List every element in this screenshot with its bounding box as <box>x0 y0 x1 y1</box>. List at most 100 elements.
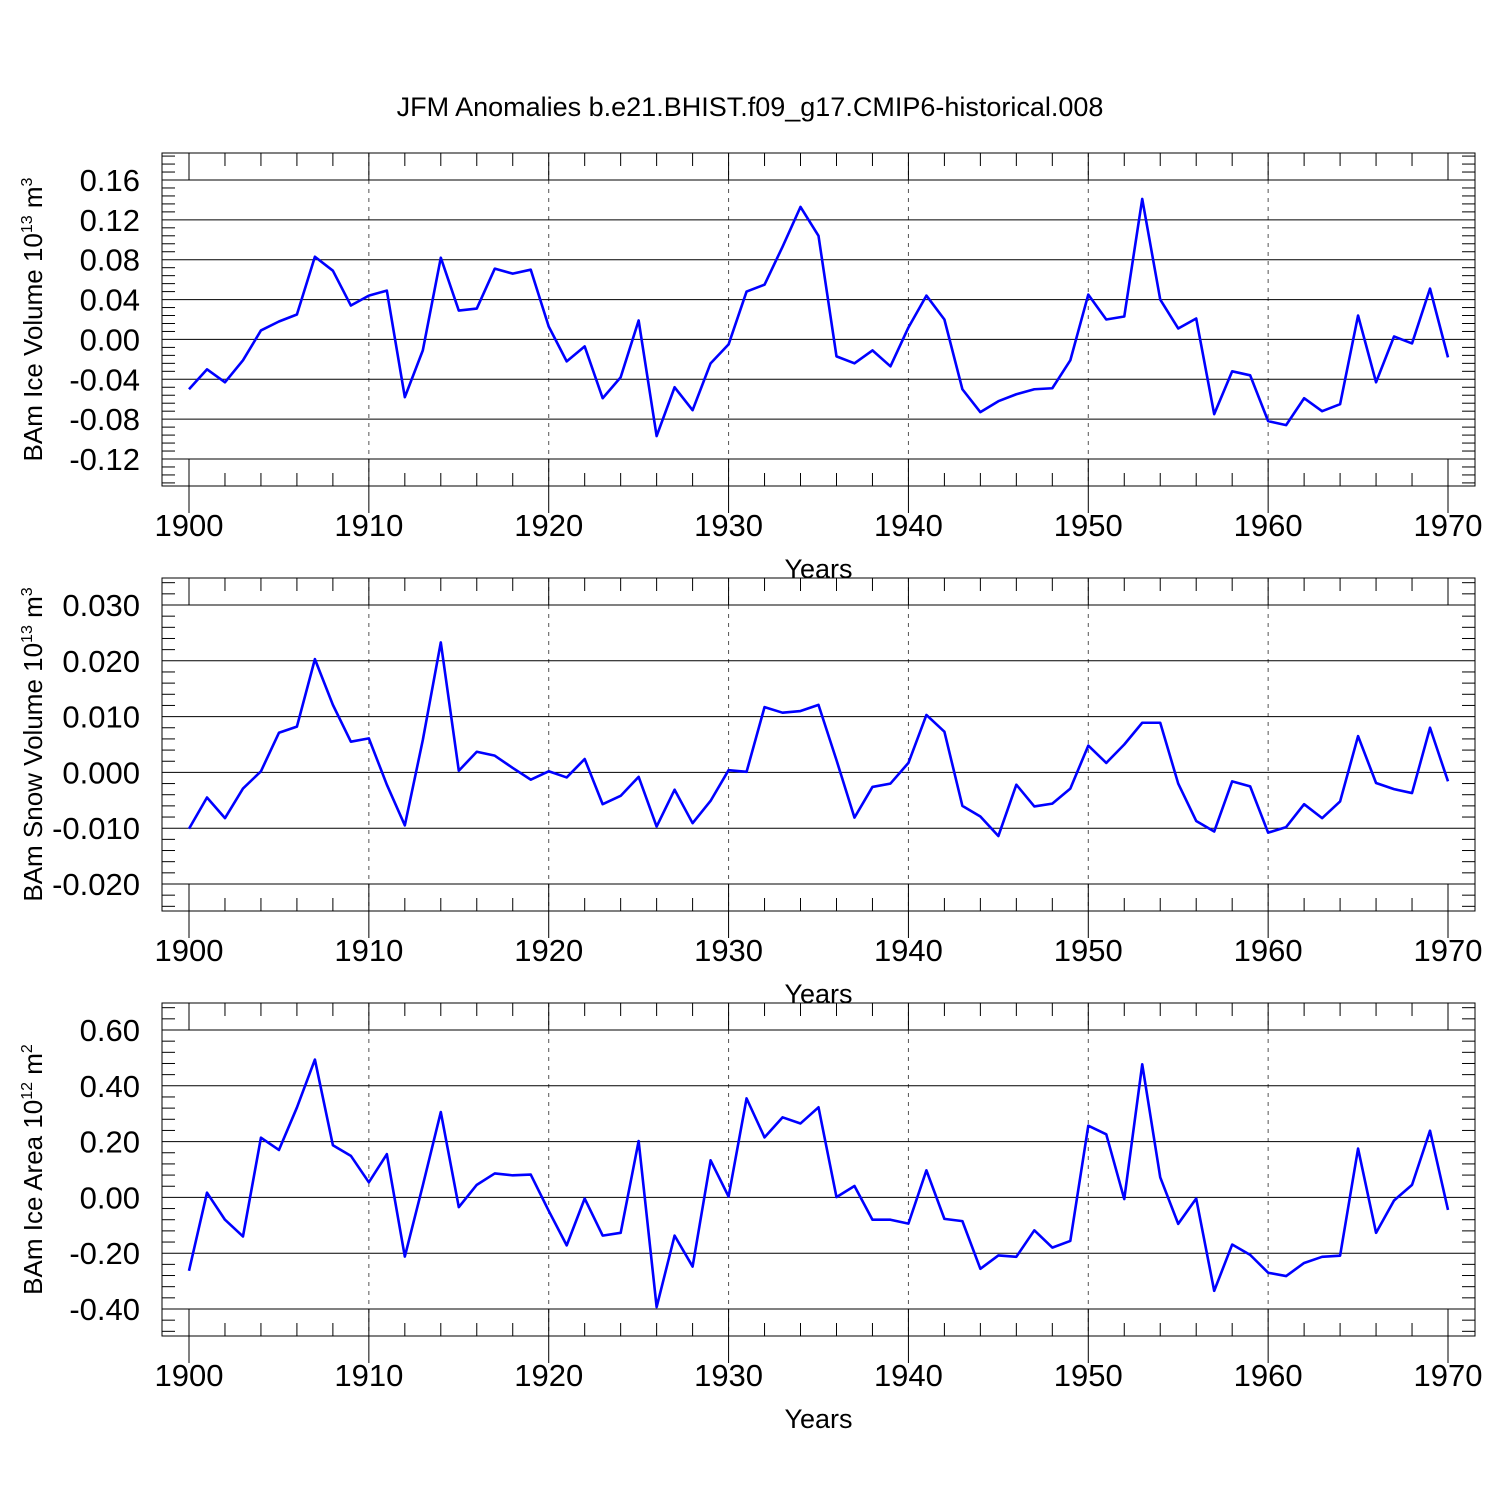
data-point <box>907 762 909 764</box>
plot-frame <box>161 577 1476 912</box>
data-point <box>368 737 370 739</box>
y-tick-label: 0.000 <box>62 755 140 790</box>
y-tick-label: -0.12 <box>69 442 140 477</box>
data-point <box>817 704 819 706</box>
data-point <box>1321 817 1323 819</box>
data-point <box>1015 783 1017 785</box>
data-point <box>1393 335 1395 337</box>
data-point <box>296 725 298 727</box>
x-tick-label: 1940 <box>874 933 943 968</box>
data-point <box>907 1222 909 1224</box>
data-point <box>206 1191 208 1193</box>
data-point <box>224 381 226 383</box>
data-point <box>1087 744 1089 746</box>
data-point <box>871 1219 873 1221</box>
data-point <box>979 815 981 817</box>
data-point <box>314 658 316 660</box>
data-point <box>1267 420 1269 422</box>
data-point <box>386 289 388 291</box>
data-point <box>494 754 496 756</box>
data-point <box>1195 820 1197 822</box>
data-point <box>530 1173 532 1175</box>
data-point <box>440 641 442 643</box>
data-point <box>1159 298 1161 300</box>
data-point <box>961 1220 963 1222</box>
data-point <box>1249 785 1251 787</box>
data-point <box>781 1116 783 1118</box>
x-tick-label: 1930 <box>694 933 763 968</box>
x-tick-label: 1920 <box>514 933 583 968</box>
data-point <box>1033 1229 1035 1231</box>
data-point <box>1429 727 1431 729</box>
data-point <box>997 400 999 402</box>
data-point <box>637 319 639 321</box>
y-tick-label: -0.020 <box>52 867 140 902</box>
x-tick-label: 1970 <box>1414 1358 1483 1393</box>
x-tick-label: 1910 <box>334 508 403 543</box>
data-point <box>404 824 406 826</box>
data-point <box>1159 1176 1161 1178</box>
data-point <box>1321 410 1323 412</box>
x-axis-title: Years <box>784 1404 852 1434</box>
data-point <box>889 365 891 367</box>
data-point <box>1285 1275 1287 1277</box>
data-point <box>1429 1130 1431 1132</box>
data-point <box>1249 374 1251 376</box>
data-point <box>476 307 478 309</box>
data-point <box>1411 342 1413 344</box>
data-point <box>997 835 999 837</box>
data-point <box>548 770 550 772</box>
data-point <box>637 776 639 778</box>
data-point <box>1087 1124 1089 1126</box>
data-point <box>709 1159 711 1161</box>
data-point <box>763 283 765 285</box>
data-point <box>1339 800 1341 802</box>
data-point <box>404 396 406 398</box>
data-point <box>1321 1256 1323 1258</box>
x-axis-title: Years <box>784 979 852 1009</box>
data-point <box>1123 743 1125 745</box>
data-point <box>601 803 603 805</box>
data-point <box>1177 1223 1179 1225</box>
data-point <box>781 711 783 713</box>
data-point <box>601 397 603 399</box>
x-tick-label: 1910 <box>334 1358 403 1393</box>
data-point <box>1447 1209 1449 1211</box>
data-point <box>799 710 801 712</box>
data-point <box>763 706 765 708</box>
data-point <box>583 758 585 760</box>
data-point <box>476 751 478 753</box>
data-point <box>440 1111 442 1113</box>
data-point <box>566 360 568 362</box>
data-point <box>853 1185 855 1187</box>
x-axis-title: Years <box>784 554 852 584</box>
data-point <box>727 769 729 771</box>
data-point <box>799 1122 801 1124</box>
data-point <box>350 1155 352 1157</box>
y-tick-label: 0.08 <box>80 243 140 278</box>
data-point <box>1195 1197 1197 1199</box>
data-point <box>1069 1240 1071 1242</box>
data-point <box>835 1196 837 1198</box>
data-point <box>512 1174 514 1176</box>
data-point <box>1267 1272 1269 1274</box>
data-point <box>332 704 334 706</box>
x-tick-label: 1900 <box>155 1358 224 1393</box>
series-line <box>187 641 1450 838</box>
data-point <box>242 359 244 361</box>
data-point <box>1429 287 1431 289</box>
data-point <box>188 1270 190 1272</box>
x-tick-label: 1950 <box>1054 933 1123 968</box>
data-point <box>943 318 945 320</box>
data-point <box>1231 780 1233 782</box>
x-tick-label: 1970 <box>1414 508 1483 543</box>
y-tick-label: -0.40 <box>69 1292 140 1327</box>
x-tick-label: 1910 <box>334 933 403 968</box>
data-point <box>278 320 280 322</box>
data-point <box>1285 424 1287 426</box>
data-point <box>1447 780 1449 782</box>
y-tick-label: 0.04 <box>80 283 140 318</box>
data-point <box>1411 1184 1413 1186</box>
x-tick-label: 1920 <box>514 508 583 543</box>
y-tick-label: 0.010 <box>62 700 140 735</box>
